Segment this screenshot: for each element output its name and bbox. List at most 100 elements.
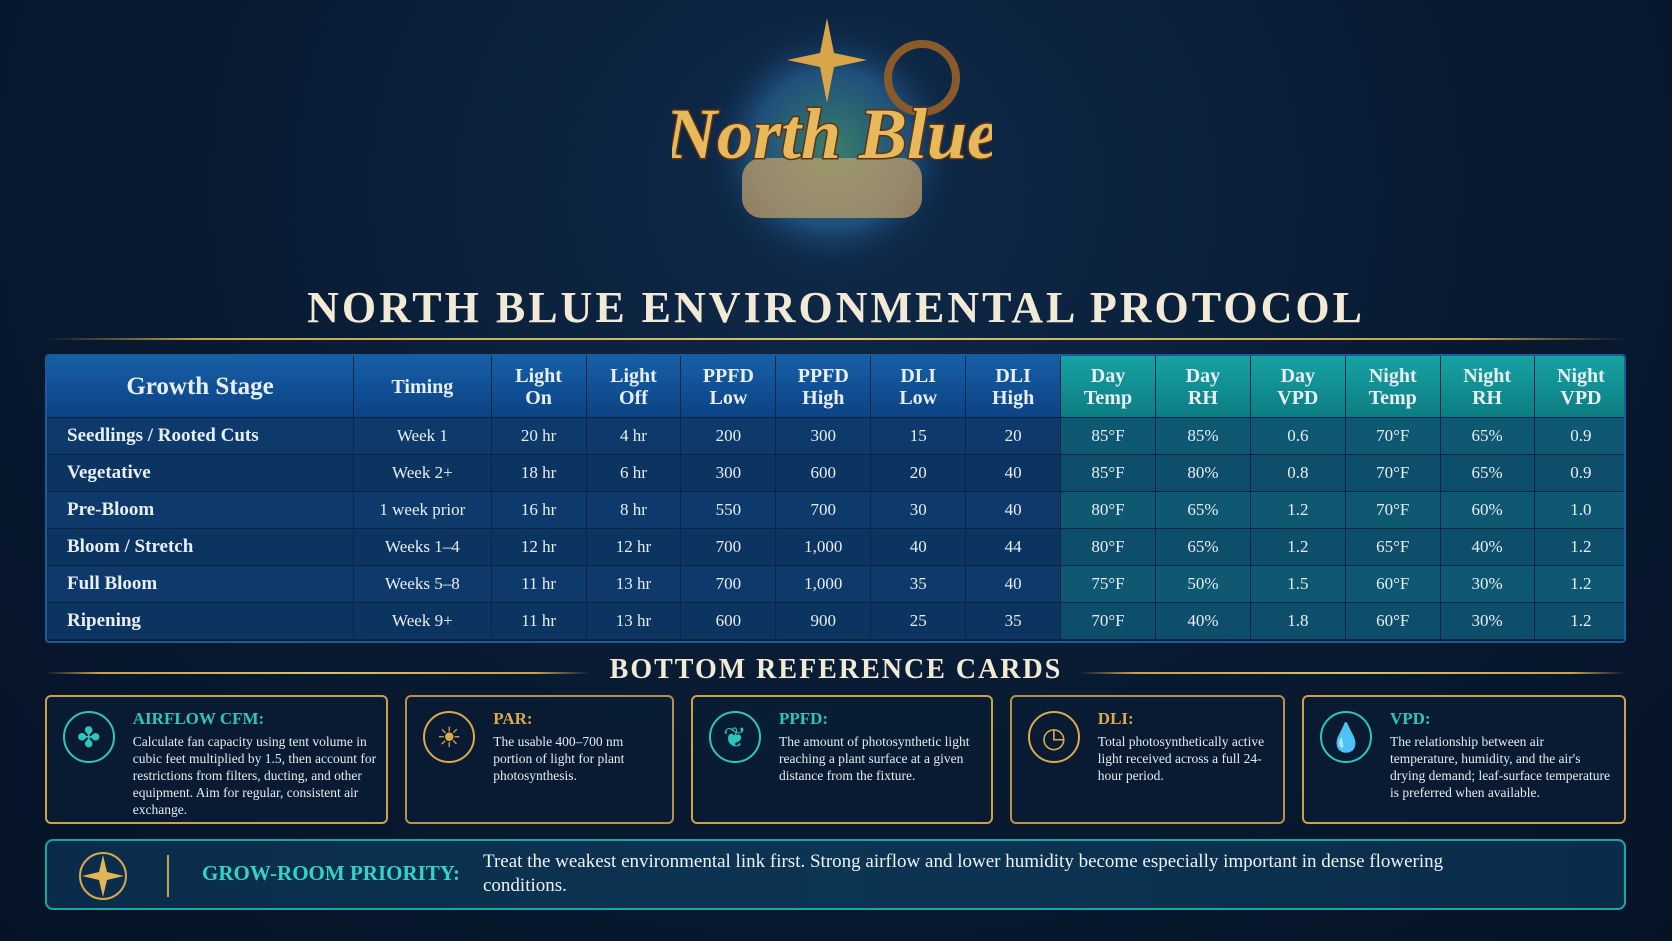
stage-cell: Pre-Bloom: [47, 492, 355, 529]
table-cell: 20 hr: [491, 418, 587, 455]
stage-cell: Bloom / Stretch: [47, 529, 355, 566]
table-cell: 1.8: [1250, 603, 1346, 640]
table-cell: 40%: [1440, 529, 1535, 566]
table-cell: 20: [966, 418, 1062, 455]
table-cell: 13 hr: [586, 603, 682, 640]
column-header: Night RH: [1440, 356, 1535, 418]
table-cell: 0.9: [1534, 455, 1624, 492]
table-cell: 600: [681, 603, 777, 640]
header-text: DLI Low: [899, 364, 938, 409]
card-icon: ◷: [1027, 711, 1080, 763]
reference-card: ◷ DLI: Total photosynthetically active lig…: [1009, 695, 1285, 824]
table-cell: 70°F: [1061, 603, 1156, 640]
card-text: Total photosynthetically active light re…: [1097, 734, 1265, 783]
column-header: DLI High: [966, 356, 1062, 418]
table-cell: 25: [871, 603, 967, 640]
table-cell: 4 hr: [586, 418, 682, 455]
header-text: Night VPD: [1557, 364, 1605, 409]
card-icon: ❦: [708, 711, 761, 763]
table-cell: 700: [681, 529, 777, 566]
card-text: The relationship between air temperature…: [1389, 734, 1610, 800]
page-title: NORTH BLUE ENVIRONMENTAL PROTOCOL: [307, 283, 1365, 332]
table-cell: 11 hr: [491, 566, 587, 603]
card-title: AIRFLOW CFM:: [132, 709, 265, 728]
header-text: PPFD Low: [702, 364, 754, 409]
table-cell: 85°F: [1061, 418, 1156, 455]
table-cell: 1.2: [1534, 529, 1624, 566]
table-cell: 0.8: [1250, 455, 1346, 492]
table-cell: 85°F: [1061, 455, 1156, 492]
stage-cell: Seedlings / Rooted Cuts: [47, 418, 355, 455]
table-cell: 40: [966, 455, 1062, 492]
table-cell: 1.2: [1250, 529, 1346, 566]
card-title: VPD:: [1389, 709, 1431, 728]
priority-box: GROW-ROOM PRIORITY: Treat the weakest en…: [45, 839, 1626, 910]
stage-cell: Vegetative: [47, 455, 355, 492]
table-cell: 300: [681, 455, 777, 492]
table-cell: 65%: [1440, 455, 1535, 492]
section-title: BOTTOM REFERENCE CARDS: [609, 654, 1063, 685]
column-header: Day RH: [1155, 356, 1251, 418]
table: Growth Stage Timing Light On Light Off PPFD …: [45, 354, 1626, 643]
table-cell: 65%: [1155, 529, 1251, 566]
column-header: Night Temp: [1345, 356, 1441, 418]
table-cell: 1.2: [1534, 603, 1624, 640]
table-cell: 35: [966, 603, 1062, 640]
table-cell: 600: [776, 455, 872, 492]
table-cell: 30%: [1440, 603, 1535, 640]
divider: [1080, 672, 1626, 674]
table-cell: 15: [871, 418, 967, 455]
table-cell: 80°F: [1061, 529, 1156, 566]
table-cell: 70°F: [1345, 455, 1441, 492]
column-header: DLI Low: [871, 356, 967, 418]
stage-cell: Ripening: [47, 603, 355, 640]
table-cell: 1.2: [1534, 566, 1624, 603]
table-cell: 44: [966, 529, 1062, 566]
header-text: Light On: [515, 364, 562, 409]
table-cell: 40: [966, 566, 1062, 603]
table-cell: 8 hr: [586, 492, 682, 529]
table-cell: 900: [776, 603, 872, 640]
table-cell: Week 2+: [354, 455, 492, 492]
column-header: Light On: [491, 356, 587, 418]
card-icon: ☀: [423, 711, 476, 763]
card-text: Calculate fan capacity using tent volume…: [132, 734, 377, 817]
table-cell: 50%: [1155, 566, 1251, 603]
card-icon: 💧: [1319, 711, 1372, 763]
table-cell: 550: [681, 492, 777, 529]
table-cell: 65°F: [1345, 529, 1441, 566]
table-cell: Weeks 5–8: [354, 566, 492, 603]
table-cell: 30: [871, 492, 967, 529]
table-cell: 80°F: [1061, 492, 1156, 529]
header-text: Growth Stage: [126, 372, 274, 400]
table-cell: 65%: [1155, 492, 1251, 529]
table-cell: 80%: [1155, 455, 1251, 492]
table-cell: Week 9+: [354, 603, 492, 640]
card-icon: ✤: [62, 711, 115, 763]
header-text: PPFD High: [797, 364, 849, 409]
header-text: Timing: [391, 375, 454, 398]
header-text: Night Temp: [1368, 364, 1417, 409]
reference-card: ✤ AIRFLOW CFM: Calculate fan capacity usin…: [44, 695, 389, 824]
table-cell: 12 hr: [586, 529, 682, 566]
table-cell: 700: [776, 492, 872, 529]
header-text: Day Temp: [1083, 364, 1133, 409]
table-cell: Week 1: [354, 418, 492, 455]
table-cell: 700: [681, 566, 777, 603]
column-header: Day Temp: [1061, 356, 1156, 418]
column-header: PPFD Low: [681, 356, 777, 418]
header-text: Light Off: [610, 364, 657, 409]
priority-label: GROW-ROOM PRIORITY:: [202, 861, 461, 885]
table-cell: 60°F: [1345, 566, 1441, 603]
header-text: Day RH: [1185, 364, 1221, 409]
table-cell: 70°F: [1345, 492, 1441, 529]
table-cell: 20: [871, 455, 967, 492]
card-text: The amount of photosynthetic light reach…: [778, 734, 970, 783]
table-cell: 16 hr: [491, 492, 587, 529]
divider: [45, 672, 590, 674]
table-cell: 70°F: [1345, 418, 1441, 455]
priority-text: Treat the weakest environmental link fir…: [483, 851, 1444, 896]
divider: [45, 338, 1626, 340]
table-cell: 0.6: [1250, 418, 1346, 455]
